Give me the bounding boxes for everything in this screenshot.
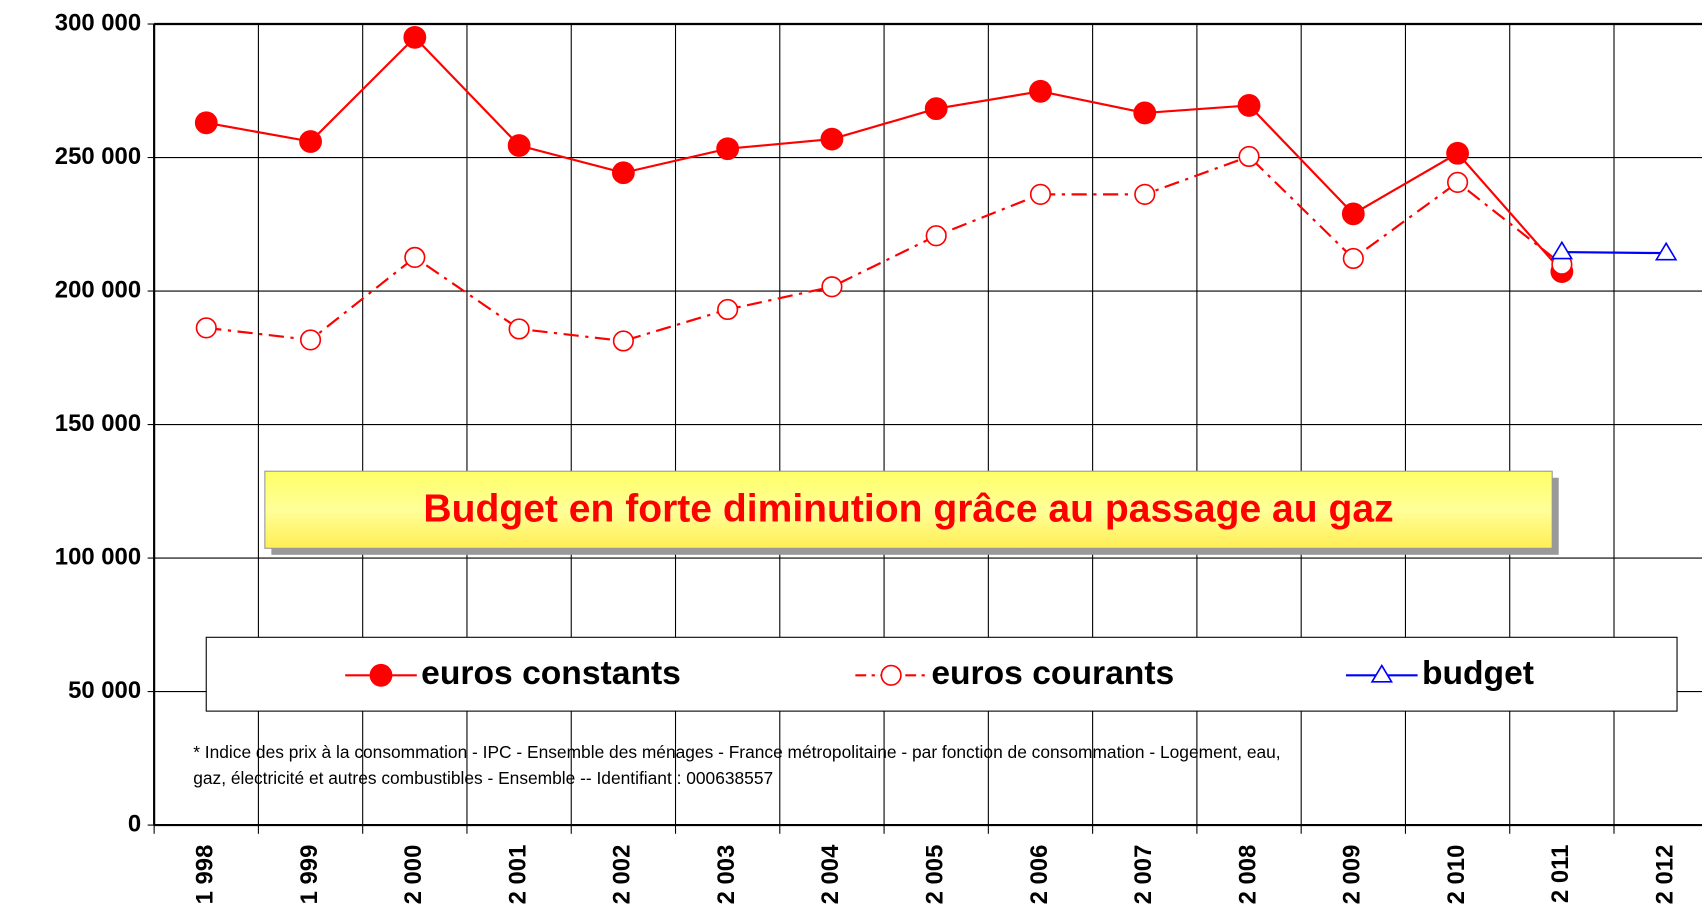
x-tick-label: 2 008 (1234, 845, 1261, 905)
x-tick-label: 2 009 (1339, 845, 1366, 905)
y-tick-label: 0 (128, 810, 141, 837)
series-line (206, 155, 1563, 343)
data-point (1446, 141, 1469, 165)
legend-marker (1370, 663, 1393, 683)
data-point (1550, 240, 1574, 260)
data-point (195, 317, 217, 339)
data-point (403, 25, 427, 49)
data-point (507, 134, 531, 157)
data-point (1134, 183, 1156, 205)
series-line (206, 35, 1563, 273)
data-point (924, 97, 948, 121)
data-point (1237, 94, 1261, 117)
data-point (508, 318, 530, 340)
x-tick-label: 2 007 (1130, 845, 1157, 905)
x-tick-label: 2 005 (922, 845, 949, 905)
data-point (194, 111, 218, 135)
legend-label: budget (1422, 655, 1534, 692)
x-tick-label: 2 000 (400, 845, 427, 905)
data-point (1341, 202, 1365, 226)
data-point (611, 161, 635, 185)
x-tick-label: 2 002 (609, 845, 636, 905)
data-point (717, 298, 739, 321)
data-point (1133, 101, 1157, 125)
data-point (612, 330, 634, 352)
data-point (404, 246, 426, 268)
x-tick-label: 1 998 (192, 845, 219, 905)
x-tick-label: 2 012 (1651, 845, 1678, 905)
data-point (820, 127, 844, 151)
data-point (1238, 145, 1260, 168)
data-point (821, 276, 843, 298)
data-point (716, 137, 740, 161)
annotation-box (264, 470, 1553, 549)
legend-marker (880, 664, 902, 686)
x-tick-label: 2 003 (713, 845, 740, 905)
legend-box (205, 636, 1678, 712)
y-tick-label: 200 000 (55, 276, 141, 303)
y-tick-label: 150 000 (55, 410, 141, 437)
legend-label: euros courants (931, 655, 1174, 692)
data-point (1029, 79, 1052, 103)
data-point (1342, 247, 1364, 270)
x-tick-label: 2 010 (1443, 845, 1470, 905)
x-tick-label: 2 006 (1026, 845, 1053, 905)
footnote: * Indice des prix à la consommation - IP… (193, 742, 1280, 762)
x-tick-label: 2 011 (1547, 845, 1574, 903)
y-tick-label: 100 000 (55, 543, 141, 570)
data-point (1029, 183, 1052, 205)
x-tick-label: 2 001 (504, 845, 531, 905)
data-point (1654, 241, 1678, 261)
x-tick-label: 1 999 (296, 845, 323, 905)
series-line (1561, 250, 1667, 255)
footnote: gaz, électricité et autres combustibles … (193, 768, 773, 788)
legend-marker (369, 663, 393, 687)
x-tick-label: 2 004 (817, 844, 844, 904)
data-point (299, 329, 322, 351)
data-point (299, 130, 322, 153)
data-point (925, 225, 947, 247)
legend-label: euros constants (421, 655, 681, 692)
y-tick-label: 50 000 (68, 677, 141, 704)
y-tick-label: 300 000 (55, 9, 141, 36)
y-tick-label: 250 000 (55, 143, 141, 170)
annotation: Budget en forte diminution grâce au pass… (423, 488, 1393, 531)
data-point (1447, 171, 1469, 193)
